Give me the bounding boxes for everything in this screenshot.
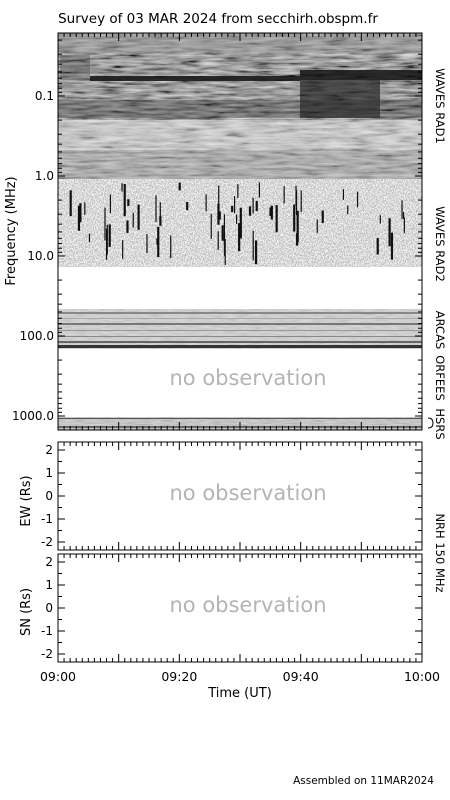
spectrum-ylabel: Frequency (MHz) [4, 176, 19, 285]
spectrum-ytick-label: 100.0 [20, 329, 54, 343]
spectrum-ytick-label: 10.0 [27, 249, 54, 263]
chart-title: Survey of 03 MAR 2024 from secchirh.obsp… [58, 11, 378, 27]
ew-ylabel: EW (Rs) [19, 475, 34, 526]
nrh-ytick-label: 0 [45, 489, 53, 503]
sn-no-observation: no observation [169, 593, 326, 617]
label-arcas: ARCAS [433, 311, 447, 349]
spectrum-ytick-label: 0.1 [35, 89, 54, 103]
hsrs-bracket [427, 417, 434, 429]
label-orfees: ORFEES [433, 355, 447, 401]
spectrum-ytick-label: 1.0 [35, 169, 54, 183]
nrh-ytick-label: 2 [45, 443, 53, 457]
ew-panel: 2 1 0 -1 -2 EW (Rs) no observation [19, 441, 423, 551]
nrh-ytick-label: 1 [45, 578, 53, 592]
label-hsrs: HSRS [433, 408, 447, 439]
rad1-image [58, 33, 422, 179]
time-tick-label: 09:00 [40, 669, 76, 684]
sn-panel: 2 1 0 -1 -2 SN (Rs) no observation [19, 553, 423, 663]
time-tick-label: 10:00 [404, 669, 440, 684]
label-waves-rad1: WAVES RAD1 [433, 68, 447, 144]
label-nrh: NRH 150 MHz [433, 513, 447, 592]
ew-no-observation: no observation [169, 481, 326, 505]
assembled-footer: Assembled on 11MAR2024 [293, 775, 434, 787]
rad2-image [58, 179, 422, 267]
nrh-ytick-label: 0 [45, 601, 53, 615]
nrh-ytick-label: 2 [45, 555, 53, 569]
nrh-ytick-label: -1 [41, 512, 53, 526]
time-tick-label: 09:40 [283, 669, 319, 684]
time-axis-label: Time (UT) [207, 686, 272, 701]
time-tick-label: 09:20 [161, 669, 197, 684]
orfees-no-observation: no observation [169, 366, 326, 390]
sn-ylabel: SN (Rs) [19, 588, 34, 636]
label-waves-rad2: WAVES RAD2 [433, 206, 447, 282]
nrh-ytick-label: -2 [41, 647, 53, 661]
spectrum-ytick-label: 1000.0 [12, 409, 54, 423]
spectrum-panel: 0.1 1.0 10.0 100.0 1000.0 Frequency (MHz) no… [4, 32, 447, 440]
nrh-ytick-label: -2 [41, 535, 53, 549]
arcas-image [58, 309, 422, 349]
nrh-ytick-label: 1 [45, 466, 53, 480]
nrh-ytick-label: -1 [41, 624, 53, 638]
